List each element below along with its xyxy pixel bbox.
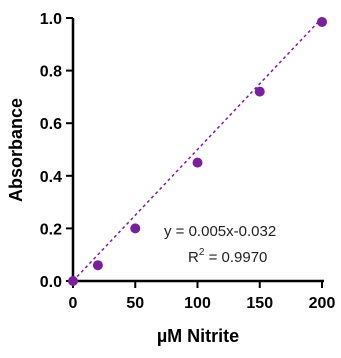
x-axis-title: µM Nitrite [157,326,239,346]
x-tick-label: 100 [184,295,211,312]
x-ticks: 0 50 100 150 200 [69,281,336,312]
r-squared-superscript: 2 [199,247,205,258]
x-tick-label: 150 [246,295,273,312]
x-tick-label: 50 [126,295,144,312]
y-tick-label: 0.6 [40,116,62,133]
equation-label: y = 0.005x-0.032 [164,223,276,240]
y-axis-title: Absorbance [6,98,26,202]
y-ticks: 0.0 0.2 0.4 0.6 0.8 1.0 [40,11,73,291]
data-point [92,260,103,271]
y-tick-label: 0.8 [40,64,62,81]
data-point [130,223,141,234]
y-tick-label: 1.0 [40,11,62,28]
r-squared-prefix: R [188,249,199,266]
y-tick-label: 0.2 [40,221,62,238]
r-squared-value: = 0.9970 [204,249,267,266]
x-tick-label: 0 [69,295,78,312]
data-point [192,157,203,168]
data-points [68,16,327,286]
r-squared-label: R2 = 0.9970 [188,247,267,266]
y-tick-label: 0.4 [40,169,62,186]
x-tick-label: 200 [309,295,336,312]
data-point [317,16,327,27]
y-tick-label: 0.0 [40,274,62,291]
data-point [254,86,265,97]
data-point [68,276,78,286]
trendline [72,17,323,282]
